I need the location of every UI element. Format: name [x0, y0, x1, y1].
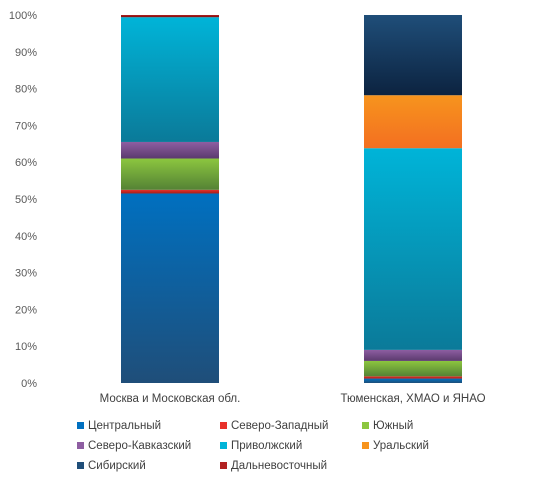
bar-segment [121, 15, 219, 18]
bar-segment [364, 15, 462, 96]
bar-segment [121, 189, 219, 194]
y-tick-label: 40% [15, 231, 37, 243]
bar-segment [364, 360, 462, 377]
y-tick-label: 50% [15, 194, 37, 206]
legend-swatch [77, 422, 84, 429]
y-tick-label: 70% [15, 120, 37, 132]
legend-swatch [362, 442, 369, 449]
legend-swatch [220, 442, 227, 449]
legend-swatch [362, 422, 369, 429]
bar-segment [364, 378, 462, 383]
y-tick-label: 100% [9, 10, 37, 22]
legend-entry: Южный [362, 420, 413, 432]
legend-label: Приволжский [231, 440, 302, 452]
legend-label: Дальневосточный [231, 460, 327, 472]
bar-segment [121, 141, 219, 159]
legend-entry: Северо-Западный [220, 420, 328, 432]
x-tick-label: Москва и Московская обл. [100, 393, 241, 405]
legend-label: Сибирский [88, 460, 146, 472]
y-axis: 0% 10% 20% 30% 40% 50% 60% 70% 80% 90% 100% [9, 10, 37, 390]
legend-entry: Приволжский [220, 440, 302, 452]
y-tick-label: 90% [15, 47, 37, 59]
y-tick-label: 30% [15, 268, 37, 280]
legend-entry: Сибирский [77, 460, 146, 472]
bar-segment [364, 349, 462, 361]
legend-entry: Уральский [362, 440, 429, 452]
bar-segment [364, 148, 462, 350]
x-tick-label: Тюменская, ХМАО и ЯНАО [340, 393, 485, 405]
legend-label: Центральный [88, 420, 161, 432]
legend-entry: Центральный [77, 420, 161, 432]
x-axis-labels: Москва и Московская обл. Тюменская, ХМАО … [100, 393, 486, 405]
y-tick-label: 80% [15, 84, 37, 96]
bar-segment [121, 158, 219, 190]
legend-label: Южный [373, 420, 413, 432]
bar-segment [364, 376, 462, 379]
legend-label: Северо-Западный [231, 420, 328, 432]
bar-segment [121, 193, 219, 383]
legend-swatch [77, 462, 84, 469]
bar-segment [121, 17, 219, 142]
y-tick-label: 20% [15, 304, 37, 316]
legend-swatch [220, 462, 227, 469]
legend-swatch [77, 442, 84, 449]
legend-entry: Дальневосточный [220, 460, 327, 472]
legend-swatch [220, 422, 227, 429]
bar-segment [364, 95, 462, 149]
y-tick-label: 60% [15, 157, 37, 169]
y-tick-label: 0% [21, 378, 37, 390]
legend-label: Северо-Кавказский [88, 440, 191, 452]
legend-label: Уральский [373, 440, 429, 452]
bars [121, 15, 462, 383]
legend-entry: Северо-Кавказский [77, 440, 191, 452]
y-tick-label: 10% [15, 341, 37, 353]
legend: Центральный Северо-Западный Южный Северо-Ка… [77, 420, 429, 472]
